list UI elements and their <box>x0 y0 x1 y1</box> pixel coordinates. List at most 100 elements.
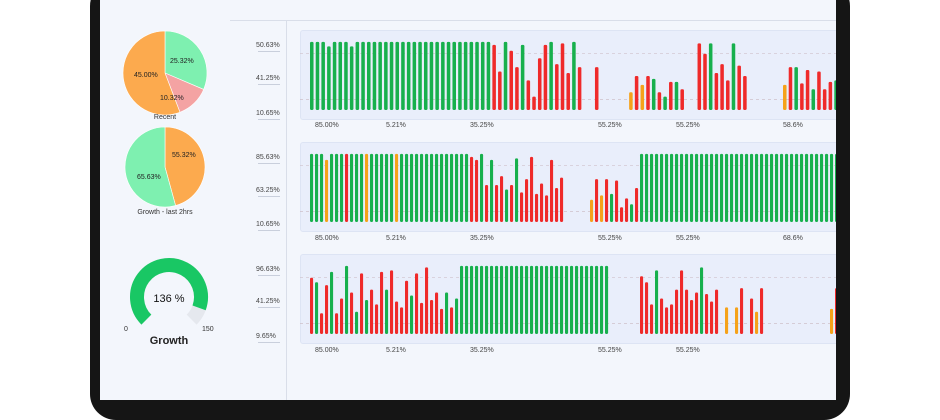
chart2-bar-80[interactable] <box>705 153 709 222</box>
chart2-bar-79[interactable] <box>700 153 704 222</box>
chart1-bar-59[interactable] <box>640 84 645 110</box>
chart3-bar-59[interactable] <box>600 265 604 334</box>
chart2-bar-30[interactable] <box>455 153 459 222</box>
chart3-bar-54[interactable] <box>575 265 579 334</box>
chart3-bar-76[interactable] <box>685 289 689 334</box>
chart3-bar-106[interactable] <box>835 288 836 334</box>
chart3-bar-6[interactable] <box>335 313 339 334</box>
chart3-bar-84[interactable] <box>725 307 729 334</box>
chart1-bar-33[interactable] <box>492 44 496 110</box>
chart2-bar-2[interactable] <box>315 153 319 222</box>
chart2-bar-103[interactable] <box>820 153 824 222</box>
chart2-bar-93[interactable] <box>770 153 774 222</box>
chart1-bar-58[interactable] <box>634 75 639 110</box>
chart2-bar-38[interactable] <box>495 185 499 222</box>
chart3-bar-75[interactable] <box>680 270 684 334</box>
chart1-bar-18[interactable] <box>406 41 411 110</box>
chart1-bar-44[interactable] <box>555 64 559 110</box>
chart3-bar-13[interactable] <box>370 289 374 334</box>
chart1-bar-13[interactable] <box>378 41 382 110</box>
chart1-bar-40[interactable] <box>532 96 536 110</box>
chart2-bar-81[interactable] <box>710 153 714 222</box>
chart1-bar-87[interactable] <box>800 83 804 110</box>
growth-gauge[interactable] <box>124 256 214 336</box>
chart1-bar-61[interactable] <box>651 78 656 110</box>
chart2-bar-20[interactable] <box>405 153 409 222</box>
chart1-bar-57[interactable] <box>629 92 633 110</box>
chart3-bar-2[interactable] <box>315 282 319 334</box>
chart1-bar-12[interactable] <box>372 41 377 110</box>
chart2-bar-31[interactable] <box>460 153 464 222</box>
chart2-bar-36[interactable] <box>485 185 489 222</box>
chart2-bar-3[interactable] <box>320 153 324 222</box>
chart1-bar-11[interactable] <box>366 41 371 110</box>
chart1-bar-92[interactable] <box>828 81 833 110</box>
chart1-bar-8[interactable] <box>349 46 354 110</box>
chart1-bar-31[interactable] <box>480 41 485 110</box>
chart1-bar-27[interactable] <box>458 41 462 110</box>
chart2-bar-61[interactable] <box>610 193 614 222</box>
chart3-bar-77[interactable] <box>690 299 694 334</box>
chart3-bar-60[interactable] <box>605 265 609 334</box>
chart1-bar-86[interactable] <box>794 67 798 110</box>
chart1-bar-26[interactable] <box>452 41 456 110</box>
chart2-bar-60[interactable] <box>605 179 609 222</box>
chart1-bar-84[interactable] <box>783 84 787 110</box>
chart2-bar-10[interactable] <box>355 153 359 222</box>
chart2-bar-34[interactable] <box>475 159 479 222</box>
pie2-slice-2[interactable] <box>124 126 176 208</box>
chart2-bar-47[interactable] <box>540 183 544 222</box>
chart2-bar-29[interactable] <box>450 153 454 222</box>
chart3-bar-22[interactable] <box>415 273 419 334</box>
chart1-bar-5[interactable] <box>332 41 337 110</box>
chart1-bar-14[interactable] <box>384 41 388 110</box>
chart3-bar-71[interactable] <box>660 298 664 334</box>
chart2-bar-105[interactable] <box>830 153 834 222</box>
chart2-bar-5[interactable] <box>330 153 334 222</box>
chart3-bar-69[interactable] <box>650 304 654 334</box>
chart2-bar-59[interactable] <box>600 195 604 222</box>
chart2-bar-46[interactable] <box>535 193 539 222</box>
chart3-bar-35[interactable] <box>480 265 484 334</box>
chart2-bar-37[interactable] <box>490 159 494 222</box>
chart2-bar-70[interactable] <box>655 153 659 222</box>
chart3-bar-36[interactable] <box>485 265 489 334</box>
pie-chart-growth[interactable] <box>124 126 206 208</box>
chart1-bar-35[interactable] <box>503 41 508 110</box>
chart2-bar-87[interactable] <box>740 153 744 222</box>
chart3-bar-34[interactable] <box>475 265 479 334</box>
chart1-bar-21[interactable] <box>423 41 428 110</box>
chart2-bar-21[interactable] <box>410 153 414 222</box>
chart3-bar-38[interactable] <box>495 265 499 334</box>
chart3-bar-79[interactable] <box>700 267 704 334</box>
pie1-slice-1[interactable] <box>164 30 208 90</box>
chart2-bar-28[interactable] <box>445 153 449 222</box>
chart2-bar-74[interactable] <box>675 153 679 222</box>
chart2-bar-42[interactable] <box>515 158 519 222</box>
chart2-bar-96[interactable] <box>785 153 789 222</box>
chart2-bar-14[interactable] <box>375 153 379 222</box>
chart3-bar-47[interactable] <box>540 265 544 334</box>
chart3-bar-49[interactable] <box>550 265 554 334</box>
chart3-bar-31[interactable] <box>460 265 464 334</box>
chart1-bar-37[interactable] <box>515 67 519 110</box>
chart2-bar-99[interactable] <box>800 153 804 222</box>
chart2-bar-7[interactable] <box>340 153 344 222</box>
chart2-bar-90[interactable] <box>755 153 759 222</box>
chart3-bar-72[interactable] <box>665 307 669 334</box>
chart2-bar-17[interactable] <box>390 153 394 222</box>
chart2-bar-104[interactable] <box>825 153 829 222</box>
chart2-bar-84[interactable] <box>725 153 729 222</box>
chart2-bar-62[interactable] <box>615 180 619 222</box>
pie1-slice-3[interactable] <box>122 30 181 116</box>
chart1-bar-48[interactable] <box>577 67 582 110</box>
chart1-bar-2[interactable] <box>315 41 320 110</box>
chart3-bar-33[interactable] <box>470 265 474 334</box>
chart1-bar-91[interactable] <box>822 89 827 110</box>
chart2-bar-76[interactable] <box>685 153 689 222</box>
chart2-bar-27[interactable] <box>440 153 444 222</box>
chart1-bar-64[interactable] <box>669 81 673 110</box>
chart2-bar-51[interactable] <box>560 177 564 222</box>
chart2-bar-33[interactable] <box>470 156 474 222</box>
chart2-bar-39[interactable] <box>500 176 504 222</box>
